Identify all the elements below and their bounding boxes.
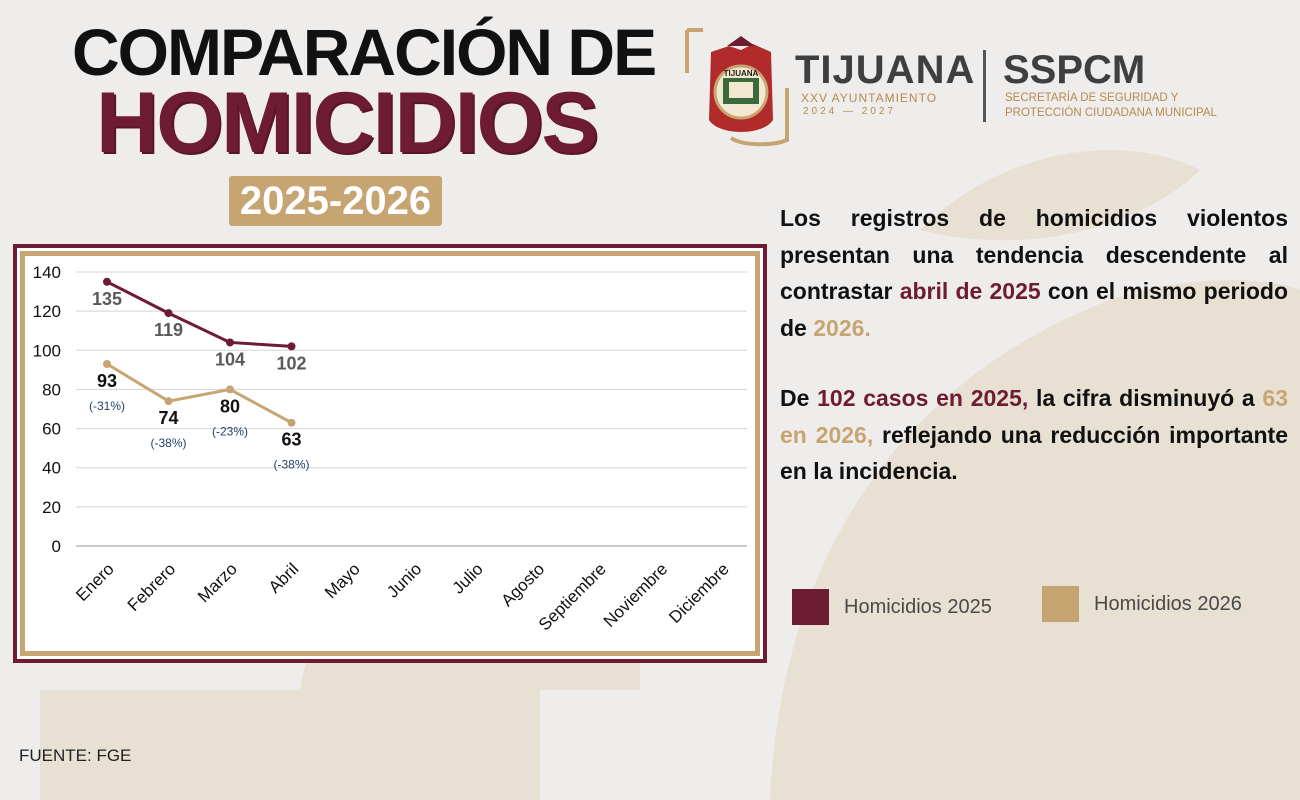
data-point-2025 [164,309,173,318]
x-tick-label: Febrero [124,559,180,615]
y-tick-label: 0 [52,537,61,556]
data-label-2025: 102 [276,353,306,373]
tijuana-name: TIJUANA [795,48,976,92]
desc-highlight: abril de 2025 [899,278,1041,304]
legend-item-2026: Homicidios 2026 [1042,586,1272,622]
tijuana-ayuntamiento: XXV AYUNTAMIENTO [801,91,938,105]
y-tick-label: 100 [33,341,61,360]
desc-highlight: 63 en 2026, [780,385,1288,448]
y-tick-label: 120 [33,302,61,321]
title-line-2: HOMICIDIOS [96,75,599,171]
legend-label-2025: Homicidios 2025 [844,596,992,618]
desc-highlight: 2026. [813,314,871,341]
data-point-2025 [226,338,234,347]
data-point-2025 [287,342,296,351]
x-tick-label: Mayo [321,559,364,602]
data-label-2025: 104 [215,349,245,369]
legend-label-2026: Homicidios 2026 [1094,593,1242,615]
data-point-2026 [103,359,111,368]
title-line-1: COMPARACIÓN DE [72,15,657,89]
line-chart: 0 20 40 60 80 100 120 140 Enero Febrero Marzo Abril… [33,263,747,634]
chart-frame: 0 20 40 60 80 100 120 140 Enero Febrero Marzo Abril… [13,244,767,663]
years-badge: 2025-2026 [229,176,442,226]
x-tick-label: Agosto [497,559,548,610]
pct-change-label: (-23%) [212,424,248,438]
desc-text: reflejando una reducción importante en l… [780,421,1288,485]
series-line-2026 [106,362,293,425]
data-label-2026: 80 [220,396,240,416]
desc-text: la cifra disminuyó a [1028,385,1263,411]
x-tick-label: Junio [383,559,425,601]
description-paragraph-2: De 102 casos en 2025, la cifra disminuyó… [780,380,1288,490]
data-point-2026 [287,418,296,427]
data-point-2026 [164,397,173,406]
data-label-2025: 119 [154,320,183,340]
data-point-2026 [226,385,234,394]
series-line-2025 [106,280,292,348]
x-tick-label: Noviembre [600,559,672,631]
y-tick-label: 140 [33,263,61,282]
data-label-2025: 135 [92,289,122,309]
x-tick-label: Julio [449,559,487,597]
x-tick-label: Abril [265,559,302,596]
y-tick-label: 40 [42,459,61,478]
logo-divider [983,50,986,122]
desc-text: con el mismo periodo de [780,278,1288,341]
pct-change-label: (-38%) [273,458,309,472]
y-tick-label: 20 [42,498,61,517]
x-tick-label: Enero [72,559,118,605]
description: Los registros de homicidios violentos pr… [780,200,1288,490]
description-paragraph-1: Los registros de homicidios violentos pr… [780,200,1288,346]
pct-change-label: (-31%) [89,399,125,413]
y-tick-label: 80 [42,380,61,399]
desc-text: De [780,385,818,411]
pct-change-label: (-38%) [150,436,186,450]
x-tick-label: Diciembre [665,559,733,627]
legend-item-2025: Homicidios 2025 [792,589,1022,625]
tijuana-seal-logo: TIJUANA [685,28,789,147]
source-note: FUENTE: FGE [19,746,132,765]
tijuana-years: 2024 — 2027 [803,106,897,117]
chart-inner-border [20,251,760,656]
sspcm-name: SSPCM [1003,48,1146,92]
data-label-2026: 63 [281,430,301,450]
y-tick-label: 60 [42,420,61,439]
legend-swatch-2026 [1042,586,1079,622]
desc-highlight: 102 casos en 2025, [817,385,1029,411]
x-tick-label: Septiembre [535,559,610,634]
sspcm-subtitle: SECRETARÍA DE SEGURIDAD Y PROTECCIÓN CIU… [1005,92,1217,119]
seal-text: TIJUANA [724,69,759,78]
desc-text: Los registros de homicidios violentos pr… [780,205,1288,304]
data-point-2025 [103,277,111,286]
legend-swatch-2025 [792,589,829,625]
data-label-2026: 74 [158,408,178,428]
data-label-2026: 93 [97,371,117,391]
logo-block: TIJUANA TIJUANA XXV AYUNTAMIENTO 2024 — … [683,28,1243,150]
x-tick-label: Marzo [194,559,241,606]
